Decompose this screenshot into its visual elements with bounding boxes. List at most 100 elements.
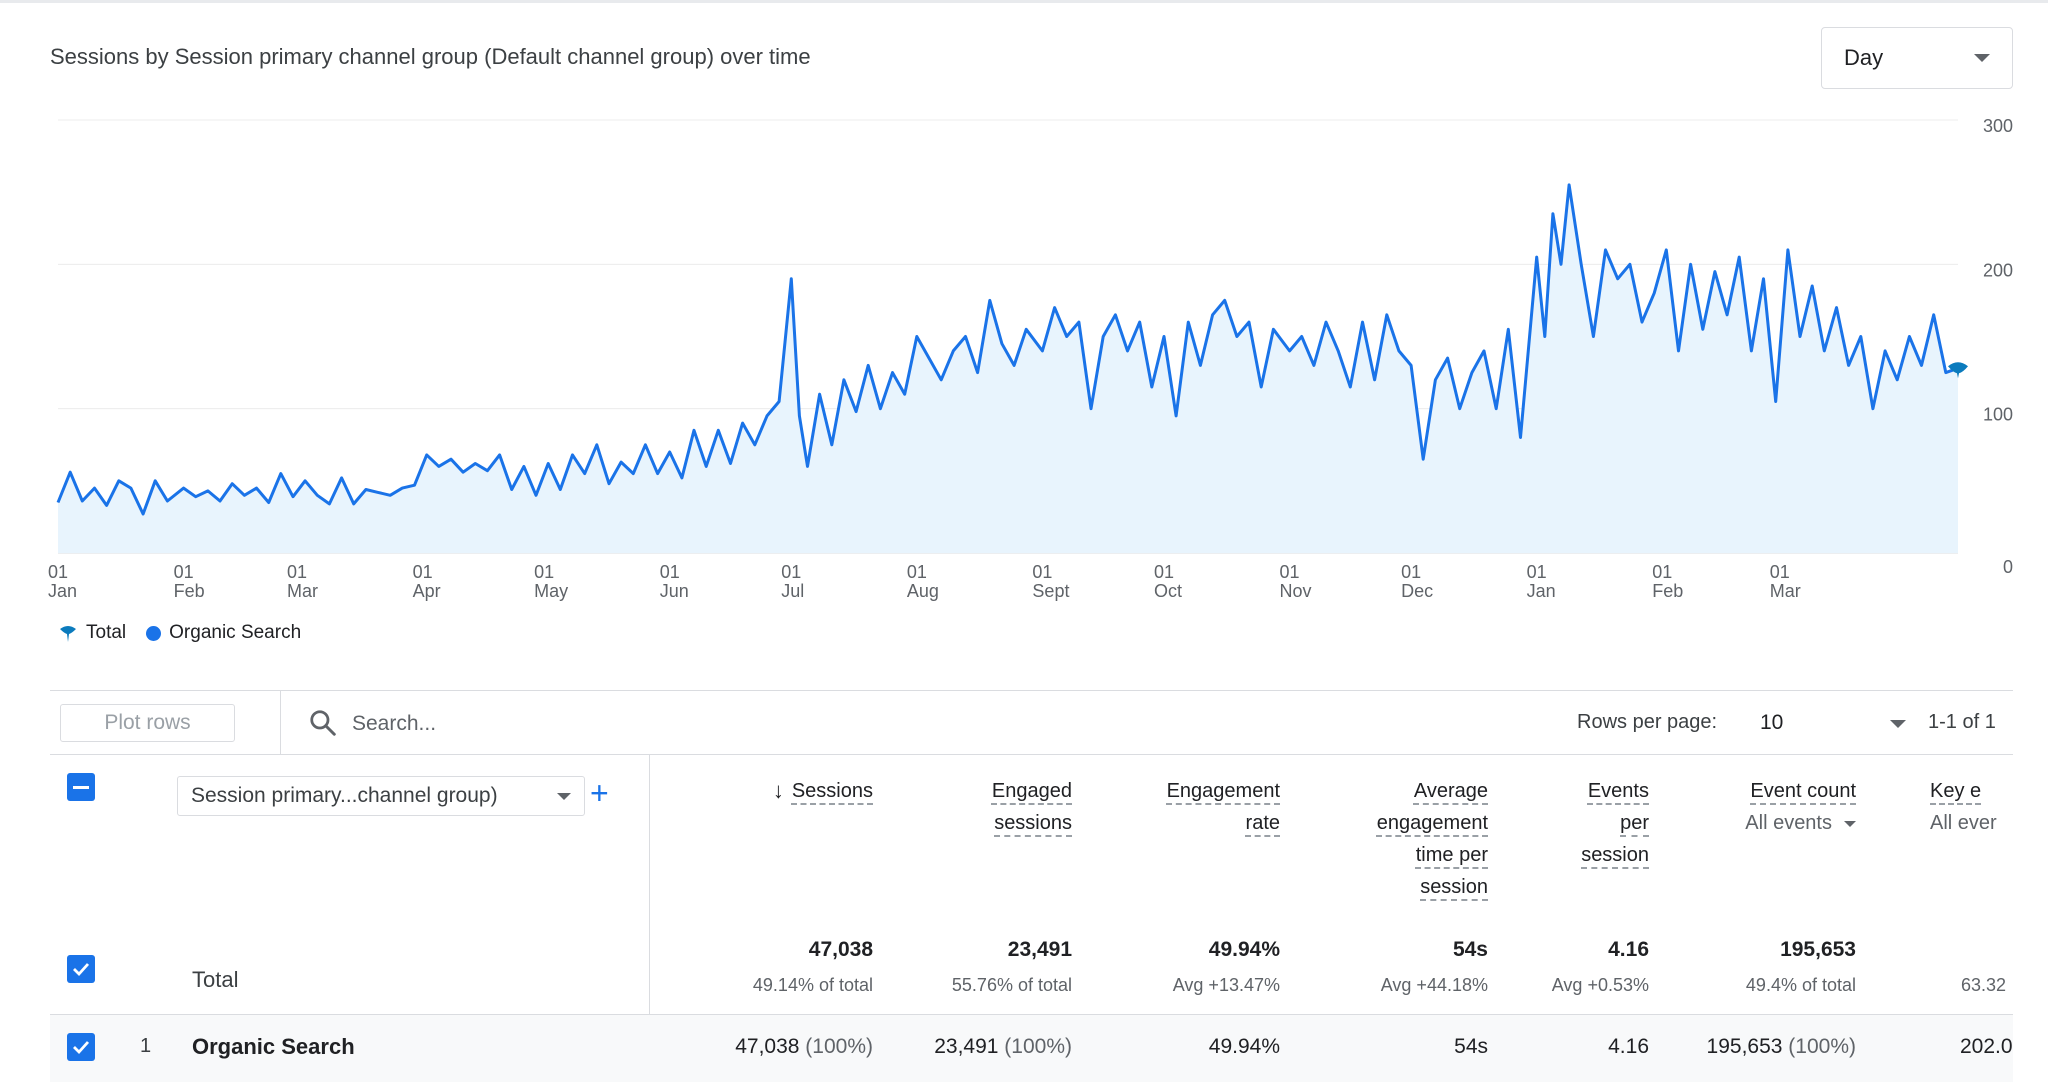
x-tick-month-label: Apr — [413, 581, 441, 601]
x-tick-day-label: 01 — [1527, 562, 1547, 582]
x-tick-month-label: Jun — [660, 581, 689, 601]
x-tick-day-label: 01 — [174, 562, 194, 582]
dimension-column-divider — [649, 755, 650, 1082]
column-header-events-per-session[interactable]: Events per session — [1581, 775, 1649, 871]
x-tick-month-label: Mar — [287, 581, 318, 601]
column-header-line: Event count — [1750, 780, 1856, 802]
column-header-sessions[interactable]: ↓ Sessions — [773, 775, 873, 807]
column-header-line: Key e — [1930, 780, 1982, 802]
x-tick-month-label: Jul — [781, 581, 804, 601]
key-event-filter-select[interactable]: All ever — [1930, 807, 1997, 839]
series-area-organic-search — [58, 184, 1958, 553]
column-header-event-count[interactable]: Event count All events — [1745, 775, 1856, 839]
search-input[interactable] — [350, 705, 854, 743]
x-tick-day-label: 01 — [1652, 562, 1672, 582]
granularity-select[interactable]: Day — [1821, 27, 2013, 89]
legend-label-total: Total — [86, 622, 127, 643]
cell-value: 23,491 — [934, 1035, 999, 1058]
search-icon — [310, 710, 336, 736]
total-engaged-sessions-value: 23,491 — [1007, 938, 1072, 961]
legend-item-organic-search[interactable]: Organic Search — [146, 622, 301, 644]
toolbar-divider — [280, 691, 281, 754]
x-tick-day-label: 01 — [1401, 562, 1421, 582]
total-event-count-share: 49.4% of total — [1745, 975, 1856, 995]
sessions-line-chart: 300200100001Jan01Feb01Mar01Apr01May01Jun… — [48, 116, 2013, 601]
card-top-border — [0, 0, 2048, 3]
column-header-line: rate — [1245, 812, 1280, 834]
dot-icon — [146, 625, 162, 641]
total-events-per-session-avg: Avg +0.53% — [1551, 975, 1649, 995]
column-header-average-engagement-time[interactable]: Average engagement time per session — [1377, 775, 1488, 903]
column-header-key-events[interactable]: Key e All ever — [1930, 775, 1997, 839]
select-all-checkbox[interactable] — [67, 773, 95, 801]
cell-percent: (100%) — [1004, 1035, 1072, 1058]
x-tick-month-label: Nov — [1280, 581, 1312, 601]
granularity-value: Day — [1844, 45, 1884, 70]
x-tick-month-label: Jan — [48, 581, 77, 601]
column-header-engaged-sessions[interactable]: Engaged sessions — [992, 775, 1072, 839]
total-engagement-rate-avg: Avg +13.47% — [1172, 975, 1280, 995]
cell-percent: (100%) — [805, 1035, 873, 1058]
cell-percent: (100%) — [1788, 1035, 1856, 1058]
x-tick-day-label: 01 — [660, 562, 680, 582]
column-header-engagement-rate[interactable]: Engagement rate — [1167, 775, 1280, 839]
rows-per-page-value: 10 — [1760, 711, 1784, 734]
x-tick-month-label: Jan — [1527, 581, 1556, 601]
x-tick-day-label: 01 — [48, 562, 68, 582]
chart-legend: Total Organic Search — [58, 622, 321, 644]
column-header-line: session — [1420, 876, 1488, 898]
total-key-events-share: 63.32 — [1961, 975, 2007, 995]
event-filter-select[interactable]: All events — [1745, 807, 1856, 839]
chart-title: Sessions by Session primary channel grou… — [50, 44, 811, 69]
x-tick-day-label: 01 — [413, 562, 433, 582]
row-divider — [50, 1014, 2013, 1015]
event-filter-label: All events — [1745, 812, 1832, 834]
row-events-per-session-value: 4.16 — [1608, 1035, 1649, 1058]
x-tick-day-label: 01 — [287, 562, 307, 582]
row-checkbox[interactable] — [67, 1033, 95, 1061]
x-tick-month-label: Feb — [174, 581, 205, 601]
column-header-line: engagement — [1376, 812, 1488, 834]
x-tick-day-label: 01 — [907, 562, 927, 582]
column-header-line: Engaged — [991, 780, 1072, 802]
rows-per-page-select[interactable]: 10 — [1760, 705, 1910, 741]
x-tick-month-label: Aug — [907, 581, 939, 601]
x-tick-month-label: Sept — [1032, 581, 1069, 601]
series-line-organic-search — [56, 183, 1959, 516]
x-tick-month-label: Mar — [1770, 581, 1801, 601]
total-events-per-session-value: 4.16 — [1608, 938, 1649, 961]
checkmark-icon — [73, 963, 90, 977]
row-event-count-value: 195,653 (100%) — [1707, 1035, 1856, 1059]
rows-per-page-label: Rows per page: — [1577, 711, 1718, 733]
report-table: Session primary...channel group) + ↓ Sess… — [50, 755, 2013, 1082]
total-row-checkbox[interactable] — [67, 955, 95, 983]
minus-icon — [73, 785, 89, 789]
total-event-count-value: 195,653 — [1780, 938, 1856, 961]
x-tick-day-label: 01 — [1770, 562, 1790, 582]
column-header-line: Engagement — [1166, 780, 1280, 802]
row-engaged-sessions-value: 23,491 (100%) — [934, 1035, 1072, 1059]
legend-item-total[interactable]: Total — [58, 622, 126, 644]
checkmark-icon — [73, 1041, 90, 1055]
y-tick-label: 300 — [1983, 116, 2013, 136]
row-avg-engagement-time-value: 54s — [1454, 1035, 1488, 1058]
chevron-down-icon — [557, 792, 571, 800]
x-tick-day-label: 01 — [534, 562, 554, 582]
x-tick-day-label: 01 — [1154, 562, 1174, 582]
dimension-select[interactable]: Session primary...channel group) — [177, 776, 585, 816]
row-index: 1 — [140, 1035, 152, 1057]
add-dimension-button[interactable]: + — [590, 775, 609, 811]
total-sessions-value: 47,038 — [808, 938, 873, 961]
x-tick-month-label: May — [534, 581, 568, 601]
row-dimension-value: Organic Search — [192, 1034, 355, 1059]
total-marker-icon — [60, 626, 76, 642]
x-tick-month-label: Oct — [1154, 581, 1182, 601]
cell-value: 195,653 — [1706, 1035, 1783, 1058]
table-row[interactable] — [50, 1015, 2013, 1082]
sort-descending-icon: ↓ — [772, 778, 784, 803]
total-avg-engagement-time-value: 54s — [1452, 938, 1488, 961]
total-sessions-share: 49.14% of total — [752, 975, 873, 995]
dimension-select-label: Session primary...channel group) — [191, 784, 498, 807]
column-header-line: per — [1620, 812, 1649, 834]
plot-rows-button[interactable]: Plot rows — [60, 704, 235, 742]
